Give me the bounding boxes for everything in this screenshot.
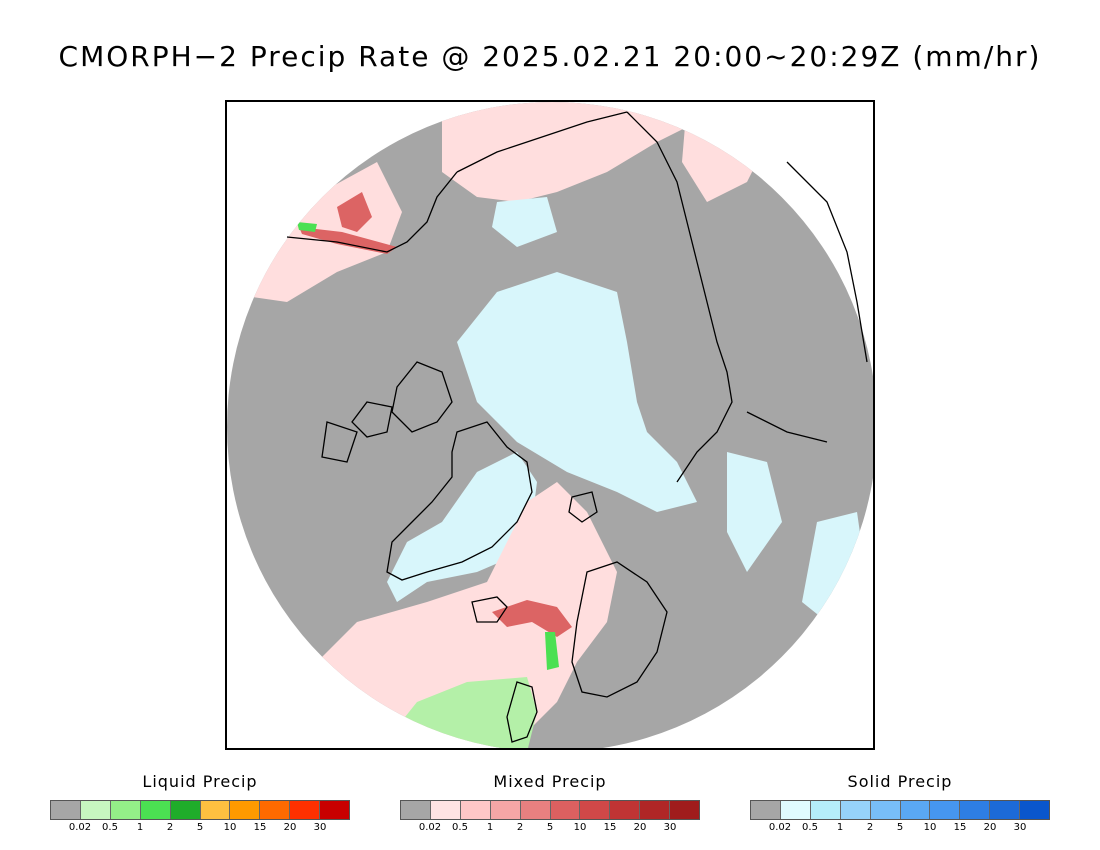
legend-mixed-swatch [430, 801, 461, 819]
legend-mixed-swatch [401, 801, 431, 819]
legend-mixed-tick: 20 [633, 822, 647, 833]
liquid-heavy-alaska [297, 222, 317, 232]
legend-mixed-tick: 5 [546, 822, 554, 833]
legend-mixed-tick: 2 [516, 822, 524, 833]
legend-solid-swatch [930, 801, 961, 819]
solid-precip-greenland [387, 452, 537, 602]
legend-liquid-tick: 20 [283, 822, 297, 833]
legend-liquid-swatch [200, 801, 231, 819]
mixed-heavy-alaska-strip [299, 227, 397, 254]
legend-liquid-tick: 30 [313, 822, 327, 833]
legend-solid-swatch [960, 801, 991, 819]
legend-liquid-title: Liquid Precip [142, 772, 258, 791]
solid-precip-siberia [492, 197, 557, 247]
legend-liquid-swatch [290, 801, 321, 819]
alaska-coast [286, 171, 458, 253]
legend-liquid-swatch [80, 801, 111, 819]
legend-mixed-swatches [400, 800, 700, 820]
solid-precip-russia-east [727, 452, 782, 572]
legend-solid-swatches [750, 800, 1050, 820]
legend-liquid-tick: 2 [166, 822, 174, 833]
legend-solid-tick: 10 [923, 822, 937, 833]
legend-liquid-tick: 0.02 [68, 822, 92, 833]
legend-mixed-swatch [610, 801, 641, 819]
legend-solid-swatch [810, 801, 841, 819]
page-title: CMORPH−2 Precip Rate @ 2025.02.21 20:00~… [58, 40, 1042, 73]
legend-mixed-swatch [520, 801, 551, 819]
greenland-coast [386, 421, 533, 581]
map-panel [225, 100, 875, 750]
legend-solid-tick: 30 [1013, 822, 1027, 833]
legend-liquid-swatches [50, 800, 350, 820]
legend-mixed-swatch [640, 801, 671, 819]
legend-solid-swatch [780, 801, 811, 819]
legend-solid: Solid Precip 0.02 0.5 1 2 5 10 15 20 30 [750, 772, 1050, 836]
svalbard-coast [568, 491, 598, 523]
legend-solid-swatch [1020, 801, 1050, 819]
legend-solid-swatch [990, 801, 1021, 819]
legend-solid-title: Solid Precip [847, 772, 953, 791]
legend-solid-swatch [840, 801, 871, 819]
legend-mixed-swatch [550, 801, 581, 819]
legend-liquid-tick: 1 [136, 822, 144, 833]
legend-mixed-tick: 0.5 [452, 822, 468, 833]
legend-mixed: Mixed Precip 0.02 0.5 1 2 5 10 15 20 30 [400, 772, 700, 836]
legend-solid-tick: 5 [896, 822, 904, 833]
legend-liquid-tick: 15 [253, 822, 267, 833]
iceland-coast [471, 596, 508, 623]
mixed-heavy-alaska [337, 192, 372, 232]
legend-solid-tick: 0.02 [768, 822, 792, 833]
legend-mixed-title: Mixed Precip [493, 772, 607, 791]
scandinavia-coast [571, 561, 668, 698]
legend-liquid-swatch [170, 801, 201, 819]
legend-liquid-tick: 5 [196, 822, 204, 833]
mixed-precip-north-atlantic [307, 482, 617, 748]
liquid-heavy-norwegian-sea [545, 632, 559, 670]
legend-liquid-ticks: 0.02 0.5 1 2 5 10 15 20 30 [50, 822, 350, 836]
coastlines [286, 111, 868, 743]
solid-precip-arctic [457, 272, 697, 512]
legend-mixed-tick: 10 [573, 822, 587, 833]
canada-archipelago-coast [391, 361, 453, 433]
legend-mixed-swatch [670, 801, 700, 819]
legend-solid-tick: 0.5 [802, 822, 818, 833]
legend-mixed-tick: 15 [603, 822, 617, 833]
legend-solid-swatch [870, 801, 901, 819]
eurasia-arctic-coast [626, 111, 733, 483]
legend-liquid-swatch [51, 801, 81, 819]
legend-liquid-swatch [230, 801, 261, 819]
legend-liquid-swatch [260, 801, 291, 819]
legend-solid-tick: 1 [836, 822, 844, 833]
legend-liquid-tick: 0.5 [102, 822, 118, 833]
legend-liquid-swatch [140, 801, 171, 819]
legend-mixed-tick: 1 [486, 822, 494, 833]
legend-liquid: Liquid Precip 0.02 0.5 1 2 5 10 15 20 30 [50, 772, 350, 836]
mixed-precip-north-pacific [442, 102, 697, 202]
legend-mixed-swatch [490, 801, 521, 819]
legend-mixed-swatch [580, 801, 611, 819]
legend-solid-swatch [751, 801, 781, 819]
legend-mixed-tick: 0.02 [418, 822, 442, 833]
legend-liquid-swatch [320, 801, 350, 819]
uk-coast [506, 681, 538, 743]
mixed-heavy-iceland-low [492, 600, 572, 637]
legend-mixed-ticks: 0.02 0.5 1 2 5 10 15 20 30 [400, 822, 700, 836]
legend-solid-ticks: 0.02 0.5 1 2 5 10 15 20 30 [750, 822, 1050, 836]
legend-solid-tick: 15 [953, 822, 967, 833]
legend-mixed-swatch [460, 801, 491, 819]
legend-solid-swatch [900, 801, 931, 819]
legend-solid-tick: 20 [983, 822, 997, 833]
legend-solid-tick: 2 [866, 822, 874, 833]
legend-mixed-tick: 30 [663, 822, 677, 833]
siberia-coast [456, 111, 628, 173]
legend-liquid-swatch [110, 801, 141, 819]
legend-liquid-tick: 10 [223, 822, 237, 833]
precip-map [227, 102, 873, 748]
